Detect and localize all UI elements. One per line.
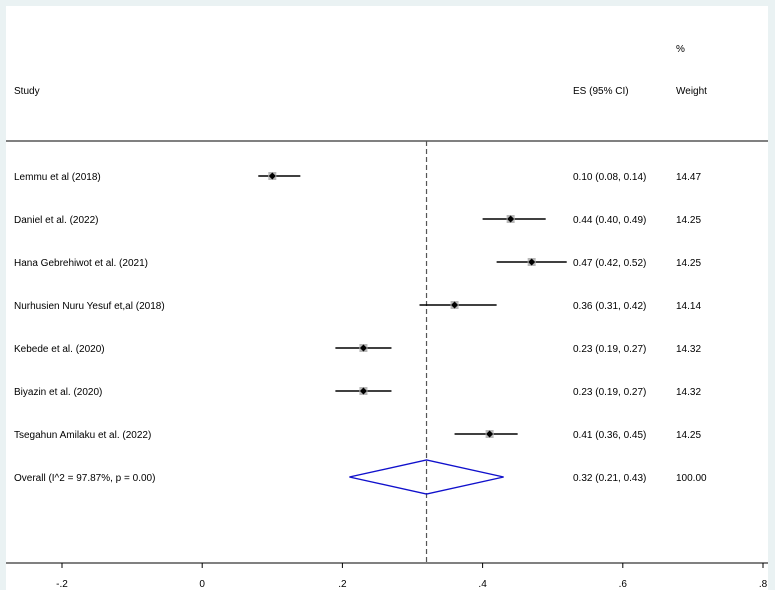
overall-diamond bbox=[349, 459, 504, 495]
study-weight-text: 14.25 bbox=[676, 430, 701, 441]
study-es-text: 0.23 (0.19, 0.27) bbox=[573, 344, 646, 355]
overall-weight-text: 100.00 bbox=[676, 473, 707, 484]
study-label: Tsegahun Amilaku et al. (2022) bbox=[14, 430, 151, 441]
study-label: Nurhusien Nuru Yesuf et,al (2018) bbox=[14, 301, 165, 312]
forest-plot-svg: % Study ES (95% CI) Weight Lemmu et al (… bbox=[6, 44, 768, 590]
study-weight-text: 14.32 bbox=[676, 344, 701, 355]
overall-label: Overall (I^2 = 97.87%, p = 0.00) bbox=[14, 473, 155, 484]
study-label: Hana Gebrehiwot et al. (2021) bbox=[14, 258, 148, 269]
study-es-text: 0.10 (0.08, 0.14) bbox=[573, 172, 646, 183]
overall-es-text: 0.32 (0.21, 0.43) bbox=[573, 473, 646, 484]
x-axis-tick-label: .2 bbox=[338, 579, 347, 590]
study-point-marker bbox=[451, 301, 459, 309]
x-axis-tick-label: .8 bbox=[759, 579, 768, 590]
forest-plot: % Study ES (95% CI) Weight Lemmu et al (… bbox=[6, 6, 768, 590]
study-weight-text: 14.47 bbox=[676, 172, 701, 183]
study-es-text: 0.44 (0.40, 0.49) bbox=[573, 215, 646, 226]
weight-header-percent: % bbox=[676, 44, 685, 55]
study-weight-text: 14.32 bbox=[676, 387, 701, 398]
study-label: Kebede et al. (2020) bbox=[14, 344, 105, 355]
study-point-marker bbox=[359, 387, 367, 395]
study-point-marker bbox=[359, 344, 367, 352]
study-weight-text: 14.14 bbox=[676, 301, 701, 312]
weight-header: Weight bbox=[676, 86, 707, 97]
study-es-text: 0.41 (0.36, 0.45) bbox=[573, 430, 646, 441]
study-point-marker bbox=[528, 258, 536, 266]
study-es-text: 0.36 (0.31, 0.42) bbox=[573, 301, 646, 312]
study-point-marker bbox=[486, 430, 494, 438]
x-axis-tick-label: .6 bbox=[619, 579, 628, 590]
study-point-marker bbox=[507, 215, 515, 223]
study-label: Lemmu et al (2018) bbox=[14, 172, 101, 183]
study-es-text: 0.23 (0.19, 0.27) bbox=[573, 387, 646, 398]
study-header: Study bbox=[14, 86, 40, 97]
x-axis-tick-label: 0 bbox=[199, 579, 205, 590]
study-point-marker bbox=[268, 172, 276, 180]
study-weight-text: 14.25 bbox=[676, 258, 701, 269]
study-label: Biyazin et al. (2020) bbox=[14, 387, 102, 398]
study-es-text: 0.47 (0.42, 0.52) bbox=[573, 258, 646, 269]
x-axis-tick-label: -.2 bbox=[56, 579, 68, 590]
x-axis-tick-label: .4 bbox=[478, 579, 487, 590]
es-header: ES (95% CI) bbox=[573, 86, 629, 97]
study-weight-text: 14.25 bbox=[676, 215, 701, 226]
study-label: Daniel et al. (2022) bbox=[14, 215, 99, 226]
